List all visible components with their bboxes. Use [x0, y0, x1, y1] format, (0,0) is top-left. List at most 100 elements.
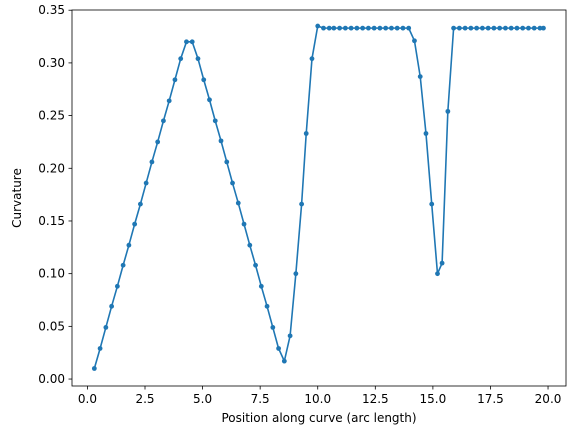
data-point	[166, 98, 172, 104]
data-point	[253, 262, 258, 268]
data-point	[212, 118, 218, 124]
data-point	[207, 97, 212, 103]
data-point	[348, 25, 354, 31]
data-point	[132, 221, 138, 227]
data-point	[439, 260, 445, 266]
data-point	[377, 25, 383, 31]
data-point	[126, 242, 132, 248]
data-point	[138, 201, 143, 207]
y-tick-label: 0.35	[38, 3, 65, 17]
data-point	[143, 180, 149, 186]
x-tick-label: 2.5	[135, 392, 154, 406]
y-axis-label: Curvature	[10, 168, 24, 228]
y-axis: 0.00 0.05 0.10 0.15 0.20 0.25 0.30 0.35	[38, 3, 72, 386]
plot-area	[91, 23, 546, 371]
data-point	[417, 74, 423, 80]
data-point	[247, 242, 253, 248]
data-point	[456, 25, 462, 31]
data-point	[230, 180, 235, 186]
data-point	[468, 25, 474, 31]
x-tick-label: 20.0	[535, 392, 562, 406]
data-point	[331, 25, 337, 31]
data-point	[149, 159, 155, 165]
x-tick-label: 12.5	[362, 392, 389, 406]
data-point	[354, 25, 360, 31]
data-point	[114, 283, 120, 289]
data-point	[337, 25, 343, 31]
data-point	[287, 333, 293, 339]
x-tick-label: 0.0	[78, 392, 97, 406]
data-point	[155, 139, 161, 145]
data-point	[423, 131, 429, 136]
data-point	[485, 25, 491, 31]
data-point	[195, 56, 201, 62]
data-point	[258, 283, 264, 289]
data-point	[474, 25, 480, 31]
data-point	[366, 25, 371, 31]
data-point	[412, 38, 417, 44]
data-point	[435, 271, 440, 277]
data-point	[293, 271, 299, 277]
data-point	[178, 56, 184, 62]
x-tick-label: 10.0	[304, 392, 331, 406]
data-point	[218, 138, 224, 144]
x-tick-label: 7.5	[251, 392, 270, 406]
axes-frame	[71, 9, 567, 387]
data-point	[451, 25, 457, 31]
data-point	[103, 325, 109, 330]
x-tick-label: 15.0	[420, 392, 447, 406]
data-point	[537, 25, 543, 31]
data-point	[497, 25, 503, 31]
y-tick-label: 0.30	[38, 56, 65, 70]
x-axis-label: Position along curve (arc length)	[221, 411, 416, 425]
data-point	[326, 25, 332, 31]
data-point	[429, 201, 435, 207]
data-point	[109, 303, 115, 309]
data-point	[462, 25, 468, 31]
data-point	[491, 25, 497, 31]
data-point	[299, 201, 305, 207]
data-point	[241, 221, 247, 227]
x-tick-label: 5.0	[193, 392, 212, 406]
data-point	[383, 25, 389, 31]
data-point	[371, 25, 377, 31]
y-tick-label: 0.20	[38, 161, 65, 175]
x-tick-label: 17.5	[477, 392, 504, 406]
data-point	[309, 56, 315, 62]
data-point	[184, 39, 189, 45]
y-tick-label: 0.05	[38, 319, 65, 333]
data-point	[321, 25, 326, 31]
data-point	[189, 39, 195, 45]
data-point	[342, 25, 348, 31]
y-tick-label: 0.10	[38, 267, 65, 281]
x-axis: 0.0 2.5 5.0 7.5 10.0 12.5 15.0 17.5 20.0	[78, 386, 562, 406]
data-point	[120, 262, 126, 268]
data-point	[406, 25, 412, 31]
data-point	[303, 131, 309, 136]
data-point	[514, 25, 520, 31]
data-point	[445, 108, 451, 114]
data-point	[281, 358, 287, 364]
data-point	[531, 25, 537, 31]
data-point	[526, 25, 531, 31]
data-point	[235, 200, 241, 206]
data-point	[400, 25, 406, 31]
data-point	[520, 25, 526, 31]
data-point	[360, 25, 366, 31]
data-point	[394, 25, 400, 31]
data-point	[389, 25, 394, 31]
data-point	[264, 303, 270, 309]
data-point	[161, 118, 166, 124]
data-point	[276, 346, 281, 351]
data-point	[91, 366, 97, 371]
data-point	[97, 346, 103, 351]
y-tick-label: 0.25	[38, 109, 65, 123]
data-point	[541, 25, 546, 31]
data-point	[224, 159, 230, 165]
y-tick-label: 0.00	[38, 372, 65, 386]
data-point	[201, 77, 207, 83]
data-point	[480, 25, 485, 31]
data-point	[503, 25, 508, 31]
